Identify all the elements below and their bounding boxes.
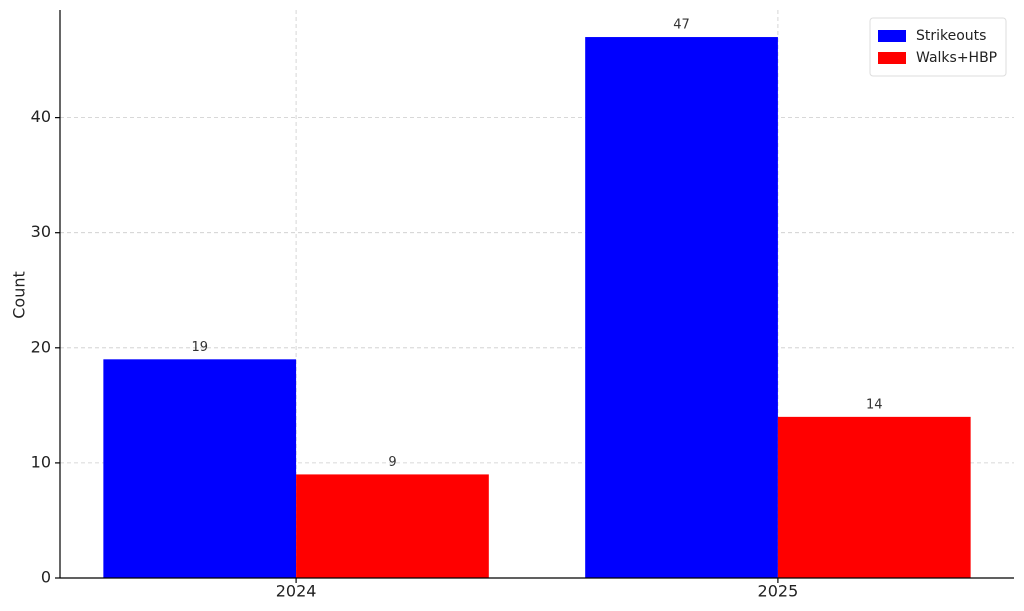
value-label: 47: [673, 18, 690, 33]
legend-label: Walks+HBP: [916, 50, 997, 66]
bar: [585, 37, 778, 579]
legend-swatch: [878, 52, 906, 64]
y-axis-label: Count: [10, 271, 29, 319]
bar: [296, 474, 489, 578]
legend-box: [869, 17, 1007, 77]
y-tick-label: 10: [31, 452, 51, 471]
legend-swatch: [878, 30, 906, 42]
bar: [777, 416, 971, 578]
x-tick-label: 2024: [276, 582, 317, 601]
x-tick-label: 2025: [758, 582, 799, 601]
value-label: 14: [866, 397, 883, 412]
y-tick-label: 20: [31, 337, 51, 356]
y-tick-label: 40: [31, 107, 51, 126]
value-label: 9: [388, 455, 396, 470]
y-tick-label: 0: [41, 568, 51, 587]
y-tick-label: 30: [31, 222, 51, 241]
bar: [103, 359, 297, 578]
value-label: 19: [191, 340, 208, 355]
legend-label: Strikeouts: [916, 28, 986, 44]
